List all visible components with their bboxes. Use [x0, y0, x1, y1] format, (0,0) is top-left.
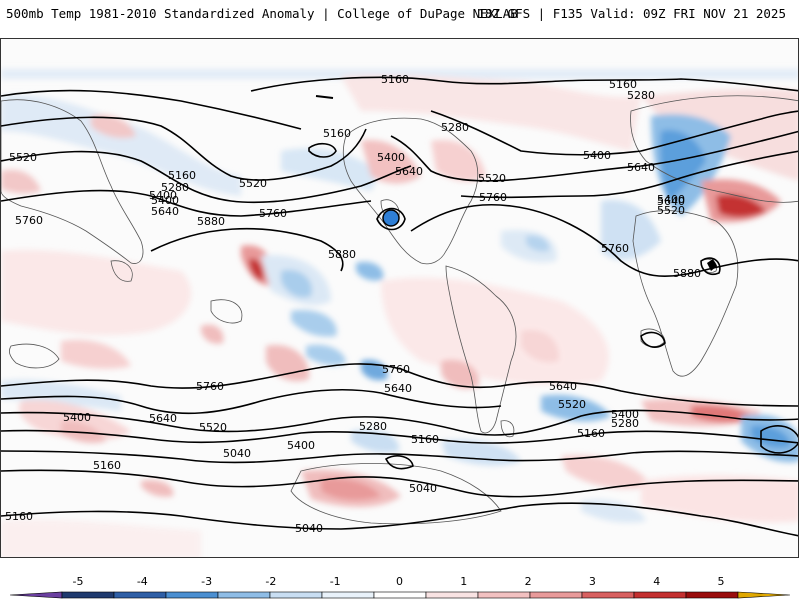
contour-label: 5160	[381, 73, 409, 86]
contour-label: 5160	[323, 127, 351, 140]
contour-label: 5400	[611, 408, 639, 421]
contour-label: 5520	[239, 177, 267, 190]
contour-label: 5400	[583, 149, 611, 162]
colorbar-swatch	[529, 591, 583, 599]
colorbar-swatch	[321, 591, 375, 599]
contour-label: 5760	[196, 380, 224, 393]
contour-label: 5640	[151, 205, 179, 218]
contour-label: 5880	[328, 248, 356, 261]
model-run-info: 18Z GFS | F135 Valid: 09Z FRI NOV 21 202…	[477, 6, 786, 21]
colorbar-swatch	[61, 591, 115, 599]
contour-label: 5760	[479, 191, 507, 204]
contour-label: 5280	[161, 181, 189, 194]
contour-label: 5880	[197, 215, 225, 228]
colorbar-tick-label: -4	[137, 575, 148, 588]
colorbar: -5 -4 -3 -2 -1 0 1 2 3 4 5	[0, 560, 800, 600]
colorbar-ticks: -5 -4 -3 -2 -1 0 1 2 3 4 5	[73, 575, 725, 588]
contour-label: 5280	[359, 420, 387, 433]
contour-label: 5280	[441, 121, 469, 134]
contour-label: 5160	[609, 78, 637, 91]
contour-label: 5160	[5, 510, 33, 523]
contour-label: 5640	[657, 195, 685, 208]
contour-label: 5520	[199, 421, 227, 434]
colorbar-swatch	[685, 591, 739, 599]
anomaly-shading	[1, 69, 798, 557]
colorbar-swatch	[269, 591, 323, 599]
contour-label: 5760	[382, 363, 410, 376]
contour-label: 5520	[478, 172, 506, 185]
colorbar-tick-label: -5	[73, 575, 84, 588]
contour-label: 5520	[657, 204, 685, 217]
contour-label: 5640	[627, 161, 655, 174]
colorbar-swatch	[9, 591, 63, 599]
height-contours	[1, 76, 798, 537]
colorbar-tick-label: 5	[718, 575, 725, 588]
colorbar-swatch	[217, 591, 271, 599]
contour-label: 5040	[223, 447, 251, 460]
colorbar-tick-label: -1	[330, 575, 341, 588]
colorbar-swatch	[425, 591, 479, 599]
colorbar-swatch	[581, 591, 635, 599]
contour-label: 5760	[259, 207, 287, 220]
colorbar-tick-label: 1	[460, 575, 467, 588]
colorbar-tick-label: 3	[589, 575, 596, 588]
colorbar-tick-label: -2	[265, 575, 276, 588]
anomaly-map: 5160 5160 5280 5160 5400 5280 5640 5520 …	[1, 69, 798, 557]
contour-label: 5400	[377, 151, 405, 164]
coastlines	[1, 95, 798, 525]
contour-label: 5400	[151, 194, 179, 207]
contour-label: 5160	[577, 427, 605, 440]
contour-label: 5880	[673, 267, 701, 280]
colorbar-swatch	[165, 591, 219, 599]
contour-label: 5160	[168, 169, 196, 182]
contour-label: 5520	[9, 151, 37, 164]
contour-label: 5280	[627, 89, 655, 102]
contour-label: 5400	[657, 193, 685, 206]
contour-label: 5400	[287, 439, 315, 452]
colorbar-swatch	[113, 591, 167, 599]
contour-label: 5040	[409, 482, 437, 495]
map-panel: 5160 5160 5280 5160 5400 5280 5640 5520 …	[0, 38, 799, 558]
contour-label: 5280	[611, 417, 639, 430]
contour-label: 5640	[549, 380, 577, 393]
colorbar-swatch	[477, 591, 531, 599]
contour-label: 5640	[384, 382, 412, 395]
map-title: 500mb Temp 1981-2010 Standardized Anomal…	[6, 6, 518, 21]
contour-label: 5400	[63, 411, 91, 424]
colorbar-swatch	[633, 591, 687, 599]
colorbar-swatch	[737, 591, 791, 599]
colorbar-tick-label: 4	[653, 575, 660, 588]
colorbar-swatch	[373, 591, 427, 599]
contour-label: 5640	[395, 165, 423, 178]
colorbar-tick-label: 0	[396, 575, 403, 588]
contour-label: 5760	[15, 214, 43, 227]
contour-label: 5640	[149, 412, 177, 425]
contour-label: 5760	[601, 242, 629, 255]
contour-label: 5400	[149, 189, 177, 202]
colorbar-swatches	[9, 591, 791, 599]
contour-label: 5040	[295, 522, 323, 535]
contour-label: 5160	[93, 459, 121, 472]
contour-label: 5160	[411, 433, 439, 446]
map-markers	[315, 95, 717, 271]
contour-label: 5520	[558, 398, 586, 411]
colorbar-tick-label: -3	[201, 575, 212, 588]
colorbar-tick-label: 2	[525, 575, 532, 588]
contour-labels: 5160 5160 5280 5160 5400 5280 5640 5520 …	[5, 73, 701, 535]
